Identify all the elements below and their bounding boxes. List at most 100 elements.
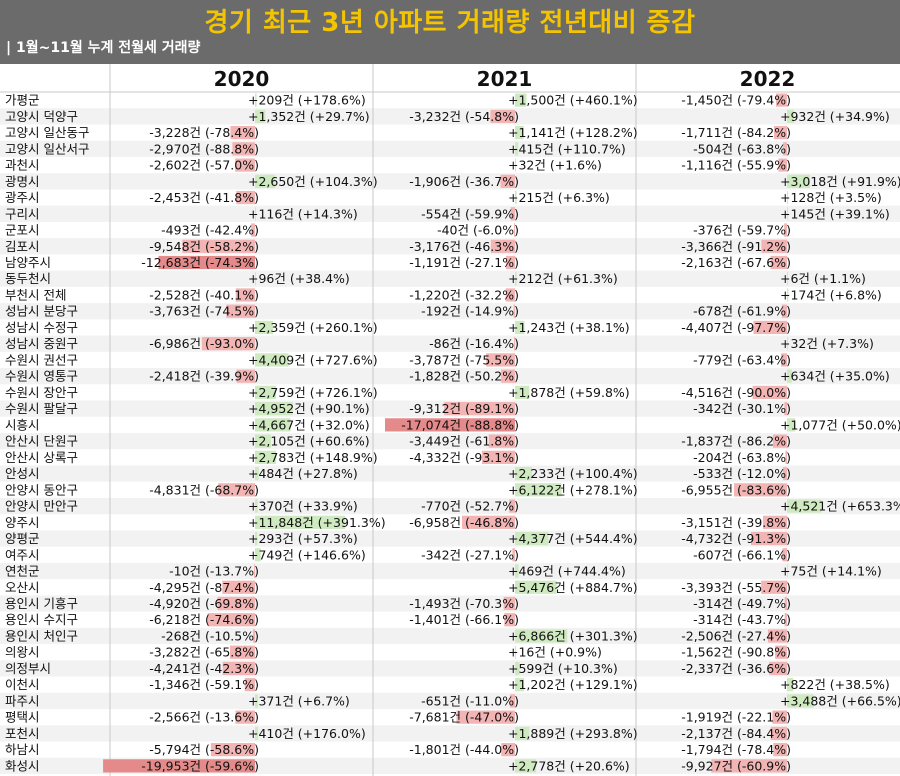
bar (232, 142, 255, 156)
data-label: +11,848건 (+391.3%) (248, 515, 386, 530)
bar (515, 466, 533, 481)
data-label: +32건 (+1.6%) (508, 158, 602, 173)
bar (515, 142, 519, 156)
year-header-2022: 2022 (740, 67, 796, 91)
data-label: +16건 (+0.9%) (508, 645, 602, 660)
region-label: 포천시 (5, 726, 40, 741)
bar (781, 304, 787, 318)
region-label: 부천시 전체 (5, 287, 66, 302)
data-label: +599건 (+10.3%) (508, 661, 618, 676)
data-label: +212건 (+61.3%) (508, 271, 618, 286)
data-label: +415건 (+110.7%) (508, 141, 626, 156)
data-label: -4,920건 (-69.8%) (149, 596, 259, 611)
data-label: +1,352건 (+29.7%) (248, 109, 370, 124)
bar (207, 613, 255, 627)
data-label: +293건 (+57.3%) (248, 531, 358, 546)
data-label: +822건 (+38.5%) (780, 677, 890, 692)
region-label: 광명시 (5, 174, 40, 189)
row-stripe (0, 140, 900, 157)
data-label: +1,141건 (+128.2%) (508, 125, 638, 140)
data-label: +2,233건 (+100.4%) (508, 466, 638, 481)
data-label: +1,500건 (+460.1%) (508, 93, 638, 108)
data-label: -678건 (-61.9%) (693, 304, 791, 319)
row-stripe (0, 465, 900, 482)
data-label: -2,137건 (-84.4%) (681, 726, 791, 741)
data-label: -6,218건 (-74.6%) (149, 612, 259, 627)
data-label: -3,232건 (-54.8%) (409, 109, 519, 124)
data-label: -2,163건 (-67.6%) (681, 255, 791, 270)
data-label: +209건 (+178.6%) (248, 93, 366, 108)
bar (217, 596, 255, 611)
data-label: -3,787건 (-75.5%) (409, 352, 519, 367)
data-label: -86건 (-16.4%) (429, 336, 519, 351)
bar (462, 515, 515, 529)
data-label: -3,366건 (-91.2%) (681, 239, 791, 254)
data-label: -3,763건 (-74.5%) (149, 304, 259, 319)
data-label: -3,151건 (-39.8%) (681, 515, 791, 530)
data-label: -204건 (-63.8%) (693, 450, 791, 465)
bar (510, 694, 515, 708)
bar (787, 678, 794, 692)
data-label: +370건 (+33.9%) (248, 499, 358, 514)
data-label: +2,759건 (+726.1%) (248, 385, 378, 400)
data-label: +215건 (+6.3%) (508, 190, 610, 205)
bar (763, 515, 787, 529)
data-label: +2,778건 (+20.6%) (508, 758, 630, 773)
data-label: +3,018건 (+91.9%) (780, 174, 900, 189)
bar (235, 288, 255, 302)
data-label: -1,220건 (-32.2%) (409, 287, 519, 302)
bar (787, 337, 788, 351)
data-label: +1,243건 (+38.1%) (508, 320, 630, 335)
data-label: -3,393건 (-55.7%) (681, 580, 791, 595)
bar (515, 531, 549, 546)
data-label: -40건 (-6.0%) (437, 223, 519, 238)
data-label: -342건 (-27.1%) (421, 547, 519, 562)
bar (513, 304, 515, 318)
bar (501, 369, 515, 383)
region-label: 안산시 단원구 (5, 434, 78, 449)
data-label: -4,241건 (-42.3%) (149, 661, 259, 676)
bar (255, 694, 258, 708)
data-label: -493건 (-42.4%) (161, 223, 259, 238)
bar (770, 255, 787, 270)
data-label: -1,191건 (-27.1%) (409, 255, 519, 270)
bar (784, 613, 787, 627)
bar (772, 710, 787, 724)
bar (222, 661, 255, 676)
data-label: -4,407건 (-97.7%) (681, 320, 791, 335)
region-label: 여주시 (5, 547, 40, 562)
region-label: 고양시 덕양구 (5, 109, 78, 124)
bar (514, 223, 515, 237)
data-label: -6,955건 (-83.6%) (681, 482, 791, 497)
region-label: 성남시 수정구 (5, 320, 78, 335)
data-label: -2,337건 (-36.6%) (681, 661, 791, 676)
data-label: -779건 (-63.4%) (693, 352, 791, 367)
data-label: +1,878건 (+59.8%) (508, 385, 630, 400)
row-stripe (0, 270, 900, 287)
bar (505, 288, 515, 302)
bar (753, 320, 787, 335)
bar (201, 337, 255, 351)
data-label: -3,449건 (-61.8%) (409, 434, 519, 449)
data-label: -3,228건 (-78.4%) (149, 125, 259, 140)
bar (773, 743, 787, 757)
bar (787, 174, 810, 188)
bar (488, 434, 515, 448)
bar (255, 434, 272, 448)
year-header-2020: 2020 (214, 67, 270, 91)
data-label: -3,282건 (-65.8%) (149, 645, 259, 660)
data-label: -342건 (-30.1%) (693, 401, 791, 416)
bar (752, 385, 787, 400)
region-label: 고양시 일산서구 (5, 141, 89, 156)
data-label: -4,732건 (-91.3%) (681, 531, 791, 546)
data-label: -651건 (-11.0%) (421, 693, 519, 708)
bar (761, 239, 787, 253)
data-label: -19,953건 (-59.6%) (141, 758, 259, 773)
region-label: 김포시 (5, 239, 40, 254)
data-label: -314건 (-43.7%) (693, 612, 791, 627)
data-label: -7,681건 (-47.0%) (409, 710, 519, 725)
bar (734, 483, 787, 497)
data-label: -1,906건 (-36.7%) (409, 174, 519, 189)
region-label: 광주시 (5, 190, 40, 205)
region-label: 용인시 기흥구 (5, 596, 78, 611)
